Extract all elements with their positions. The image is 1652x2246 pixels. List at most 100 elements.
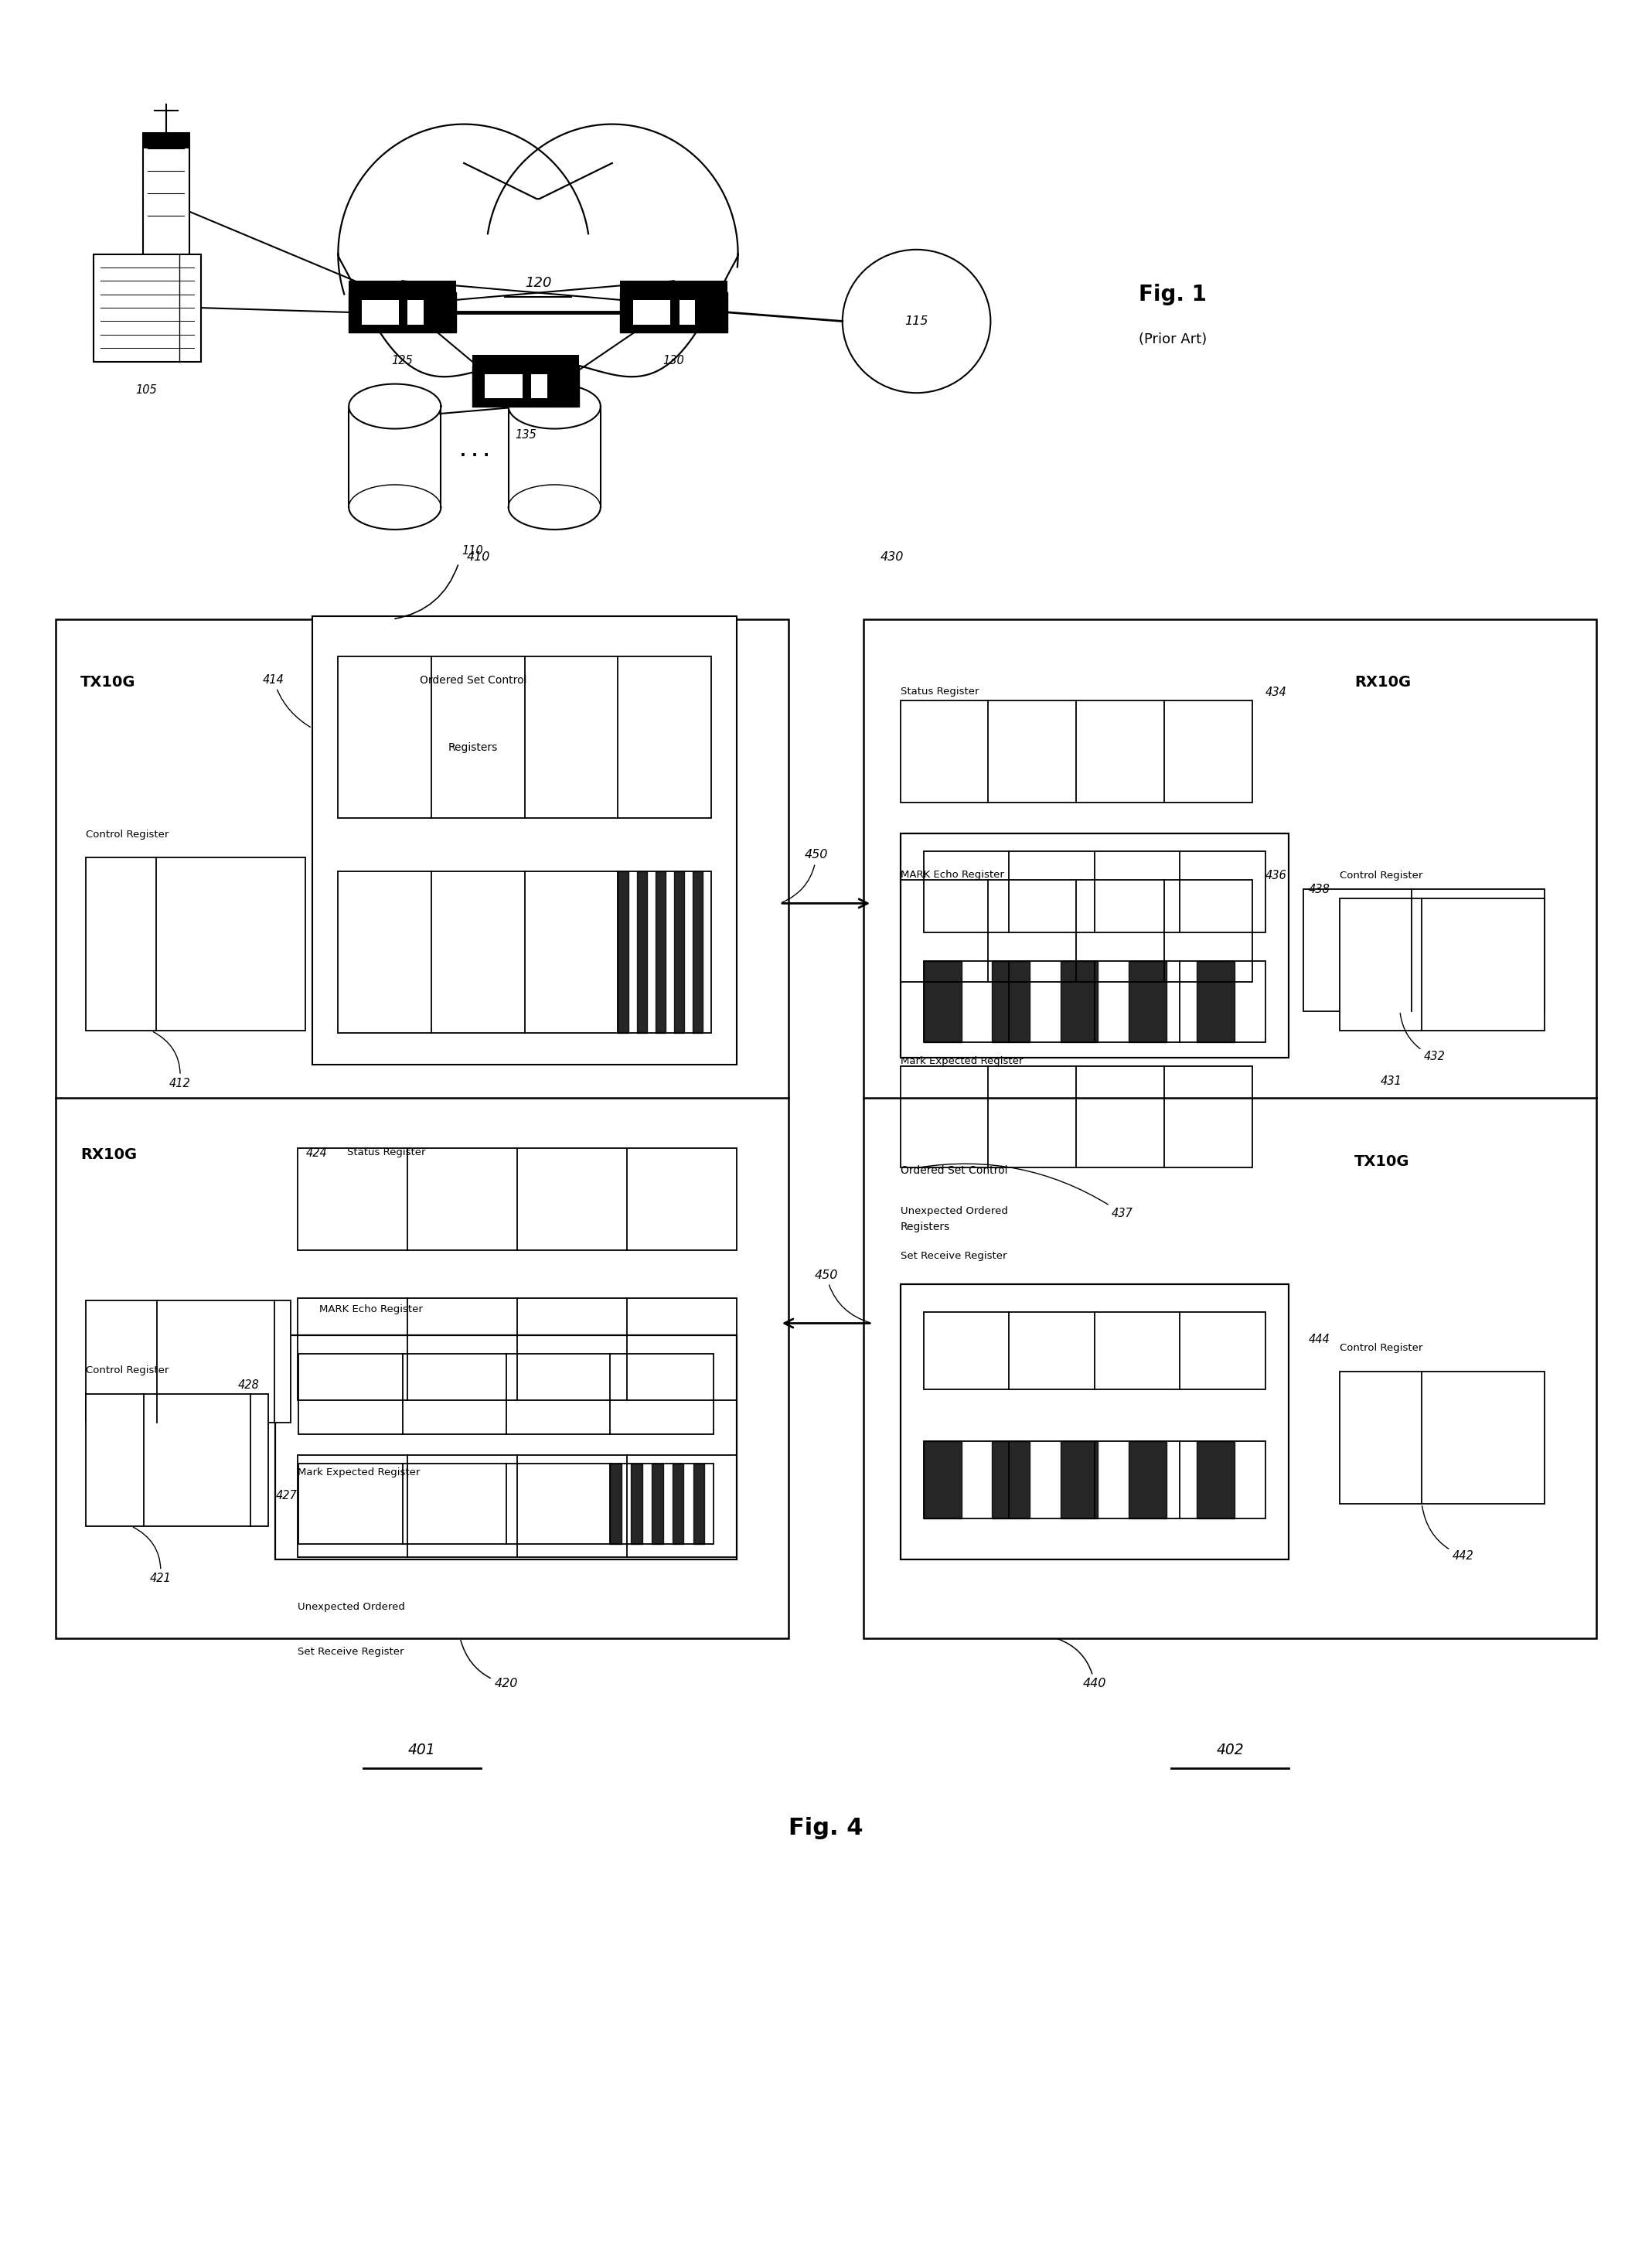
Bar (900, 833, 1289, 1058)
Text: Control Register: Control Register (86, 829, 169, 840)
Text: 412: 412 (154, 1031, 190, 1089)
Text: Registers: Registers (448, 741, 499, 752)
Text: 414: 414 (263, 674, 311, 728)
Text: 431: 431 (1381, 1076, 1403, 1087)
Bar (299, 1464, 714, 1543)
Bar (337, 871, 712, 1033)
Text: Status Register: Status Register (347, 1148, 425, 1157)
Text: 436: 436 (1265, 869, 1287, 880)
Bar (900, 880, 1252, 982)
Bar (900, 1067, 1252, 1168)
Bar (86, 1395, 269, 1525)
Text: . . .: . . . (459, 442, 489, 458)
Bar (362, 301, 400, 323)
Bar (337, 656, 712, 818)
Text: Ordered Set Control: Ordered Set Control (420, 676, 527, 685)
Text: 437: 437 (919, 1163, 1133, 1220)
Text: 402: 402 (1216, 1743, 1244, 1759)
Bar (56, 620, 788, 1637)
Text: 432: 432 (1401, 1013, 1446, 1062)
Text: 125: 125 (392, 355, 413, 366)
Text: 444: 444 (1308, 1334, 1330, 1345)
Text: RX10G: RX10G (81, 1148, 137, 1161)
Text: Interrupt Flag Register: Interrupt Flag Register (1303, 905, 1419, 916)
Bar (297, 1455, 737, 1556)
Text: 442: 442 (1422, 1505, 1474, 1561)
Text: Fig. 1: Fig. 1 (1138, 283, 1206, 305)
Text: TX10G: TX10G (81, 676, 135, 690)
Bar (620, 292, 727, 332)
Text: 135: 135 (515, 429, 537, 440)
Text: 105: 105 (135, 384, 157, 395)
Text: Ordered Set Control: Ordered Set Control (900, 1166, 1008, 1177)
Bar (276, 1336, 737, 1559)
Bar (297, 1298, 737, 1399)
Text: 450: 450 (781, 849, 828, 903)
Text: Mark Expected Register: Mark Expected Register (297, 1467, 420, 1478)
Text: 421: 421 (134, 1527, 172, 1583)
Text: Set Receive Register: Set Receive Register (297, 1646, 403, 1658)
Bar (923, 961, 1265, 1042)
Text: 130: 130 (662, 355, 684, 366)
Bar (312, 615, 737, 1065)
Bar (94, 254, 200, 362)
Text: 420: 420 (461, 1640, 519, 1689)
Text: MARK Echo Register: MARK Echo Register (900, 869, 1004, 880)
Bar (679, 301, 695, 323)
Text: Unexpected Ordered: Unexpected Ordered (297, 1601, 405, 1613)
Bar (864, 620, 1596, 1637)
Text: (Prior Art): (Prior Art) (1138, 332, 1208, 346)
Bar (408, 301, 423, 323)
Bar (486, 375, 522, 398)
Text: 426: 426 (268, 1305, 289, 1316)
Bar (144, 133, 190, 148)
Bar (349, 292, 456, 332)
Text: 115: 115 (905, 314, 928, 328)
Bar (900, 701, 1252, 802)
Text: 430: 430 (881, 553, 904, 564)
Text: 120: 120 (525, 276, 552, 290)
Bar (923, 1312, 1265, 1388)
Text: Fig. 4: Fig. 4 (788, 1817, 864, 1839)
Bar (86, 858, 306, 1031)
Text: Mark Expected Register: Mark Expected Register (900, 1056, 1023, 1067)
Text: 440: 440 (1057, 1640, 1107, 1689)
Text: Control Register: Control Register (86, 1366, 169, 1377)
Text: 428: 428 (238, 1379, 259, 1390)
Text: 110: 110 (461, 546, 482, 557)
Bar (472, 366, 580, 407)
Bar (1340, 898, 1545, 1031)
Bar (1303, 889, 1545, 1011)
Bar (633, 301, 671, 323)
Text: Set Receive Register: Set Receive Register (900, 1251, 1006, 1260)
Polygon shape (349, 384, 441, 429)
Bar (144, 133, 190, 256)
Text: Registers: Registers (900, 1222, 950, 1233)
Bar (297, 1148, 737, 1251)
Text: Status Register: Status Register (900, 687, 980, 696)
Text: 410: 410 (468, 553, 491, 564)
Bar (299, 1354, 714, 1435)
Text: Control Register: Control Register (1340, 1343, 1422, 1354)
Text: 401: 401 (408, 1743, 436, 1759)
Bar (620, 281, 727, 292)
Text: 450: 450 (814, 1269, 871, 1323)
Bar (86, 1300, 291, 1422)
Polygon shape (509, 384, 601, 429)
Text: Unexpected Ordered: Unexpected Ordered (900, 1206, 1008, 1215)
Bar (472, 355, 580, 366)
Text: 424: 424 (306, 1148, 327, 1159)
Text: Interrupt Flag Register: Interrupt Flag Register (86, 1323, 202, 1332)
Text: Control Register: Control Register (1340, 871, 1422, 880)
Text: 427: 427 (276, 1489, 297, 1503)
Bar (1340, 1372, 1545, 1505)
Text: 422: 422 (102, 1462, 124, 1476)
Text: RX10G: RX10G (1355, 676, 1411, 690)
Bar (900, 1285, 1289, 1559)
Bar (923, 1442, 1265, 1518)
Bar (349, 281, 456, 292)
Bar (530, 375, 547, 398)
Bar (923, 851, 1265, 932)
Text: 434: 434 (1265, 687, 1287, 699)
Text: 100: 100 (155, 279, 177, 290)
